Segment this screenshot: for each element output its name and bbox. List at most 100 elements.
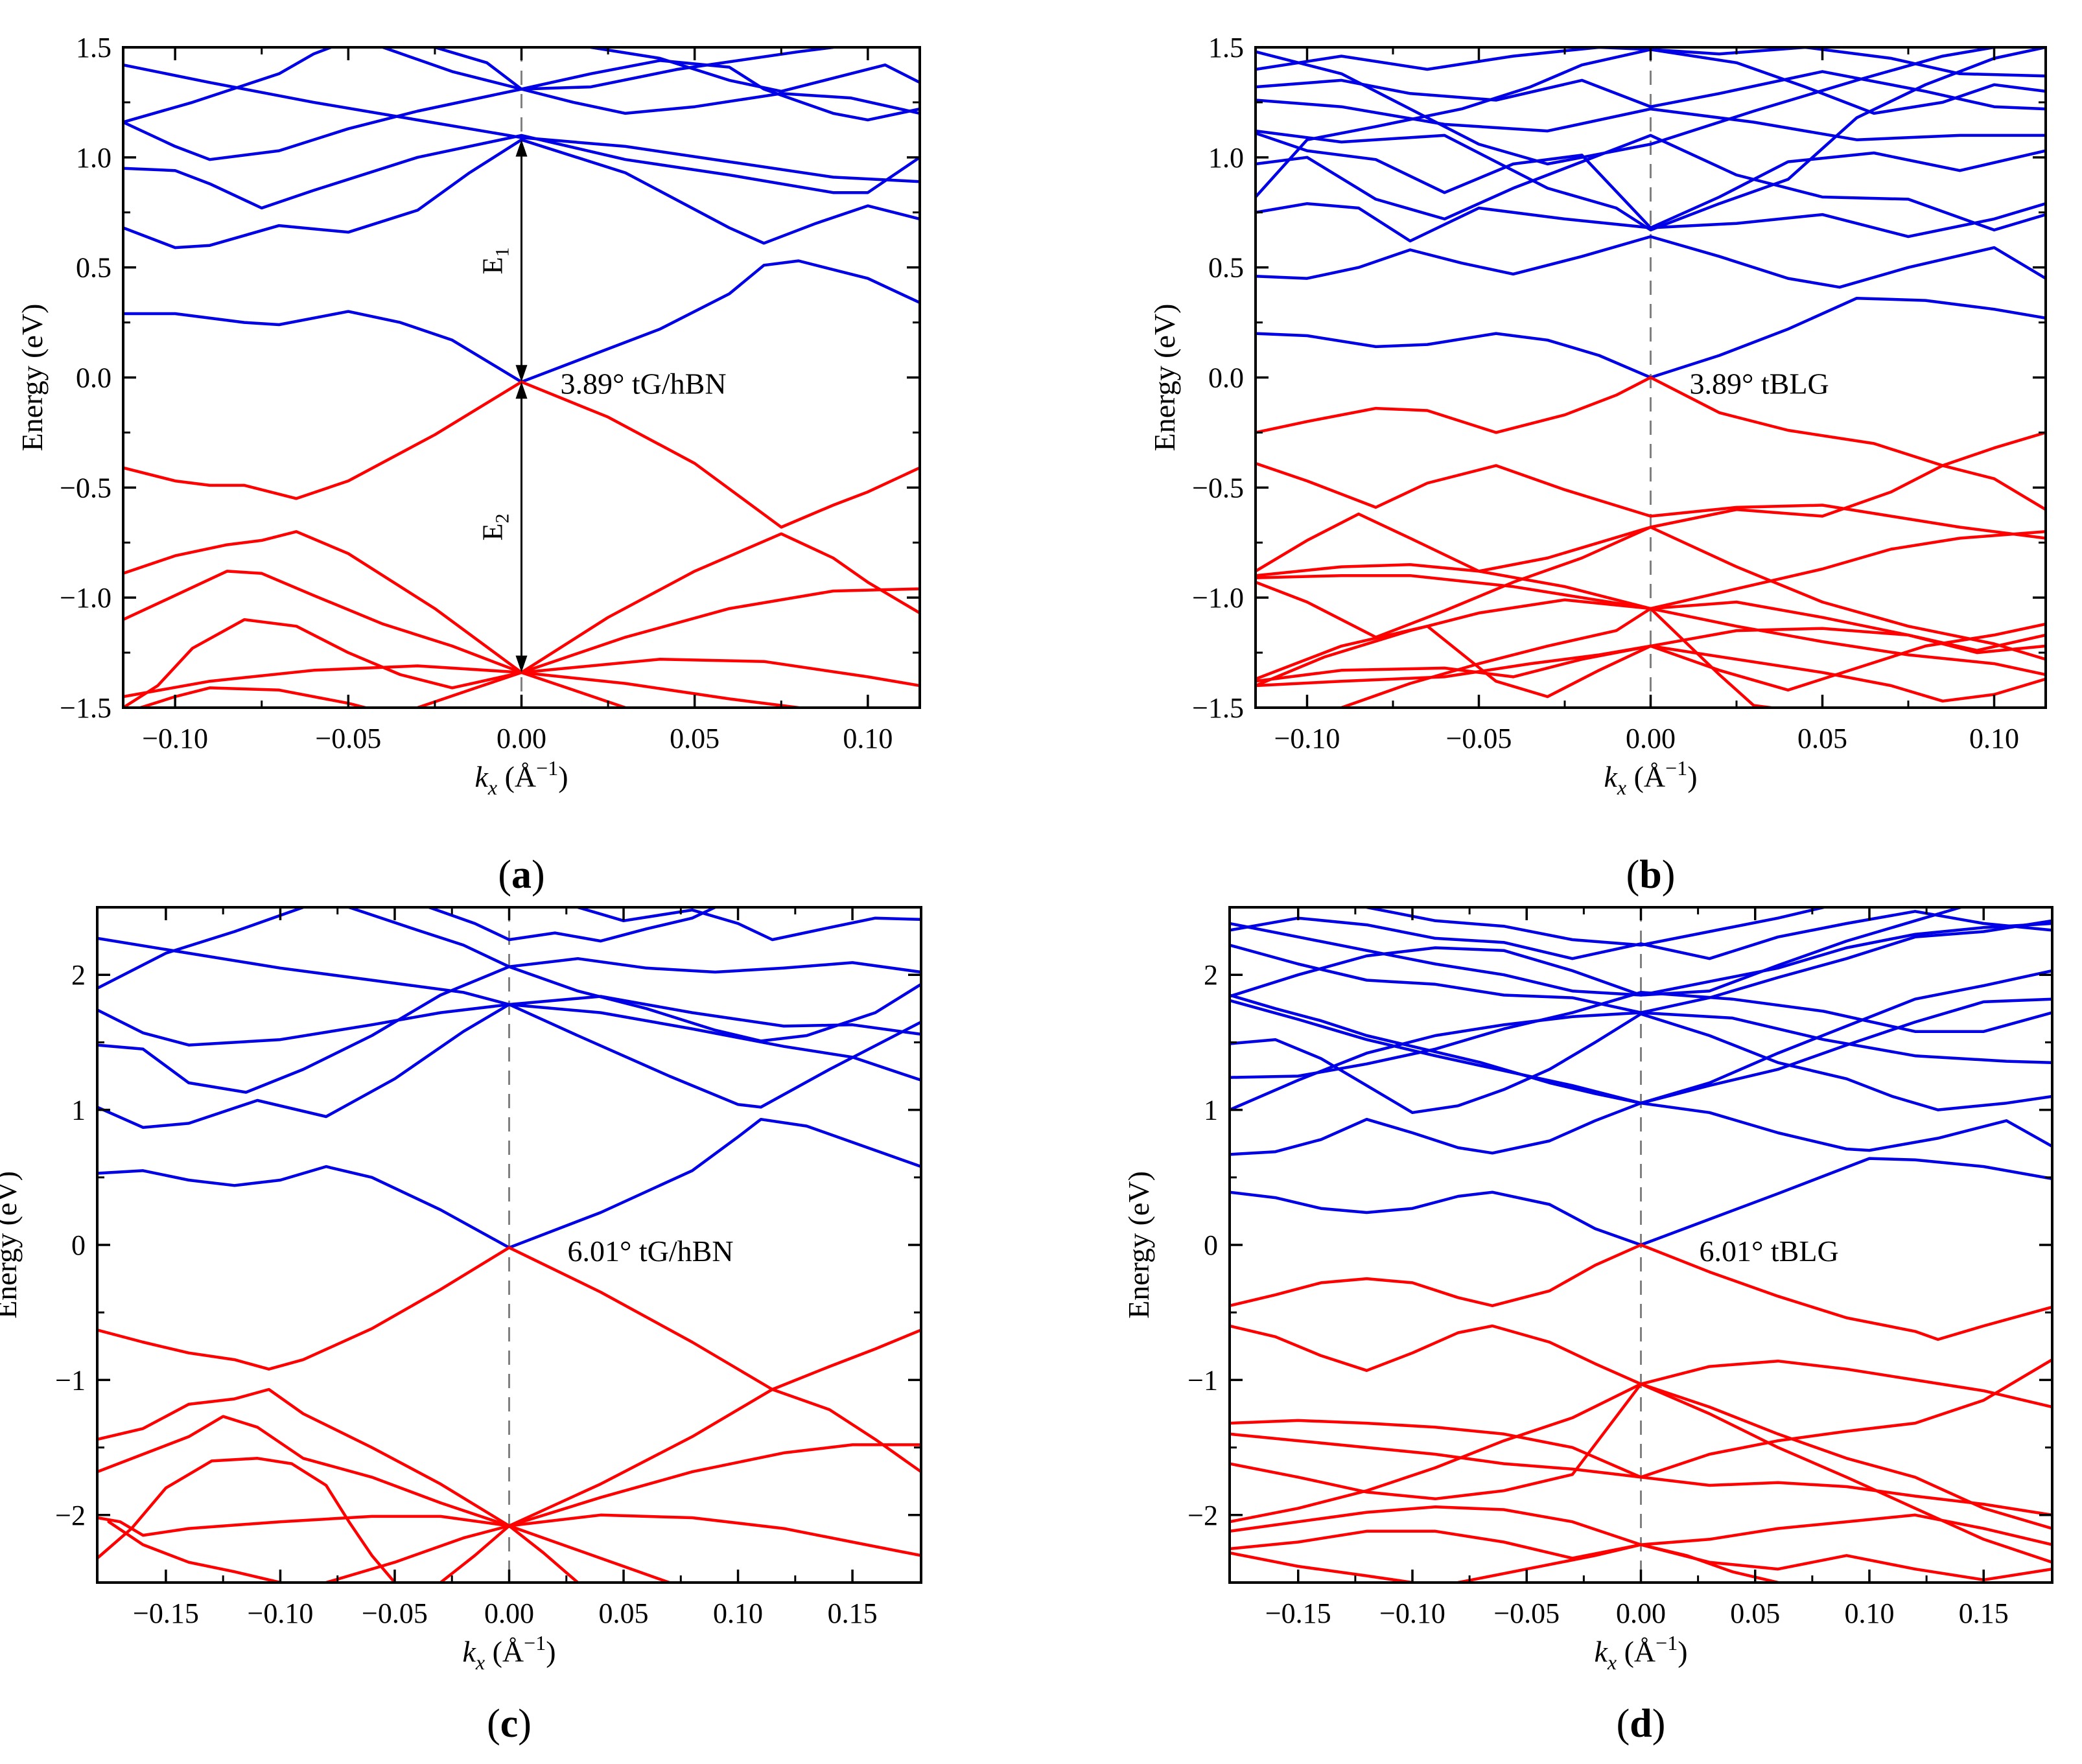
- panel-annotation: 3.89° tG/hBN: [561, 367, 727, 400]
- y-tick-label: −1.0: [60, 582, 111, 614]
- conduction-band-line: [97, 936, 921, 1036]
- conduction-band-line: [1230, 907, 1963, 997]
- valence-band-line: [97, 1415, 921, 1527]
- valence-band-line: [439, 1524, 579, 1583]
- y-axis-label: Energy (eV): [1122, 1171, 1155, 1319]
- valence-band-line: [123, 570, 920, 674]
- y-tick-label: 0.0: [1208, 362, 1244, 394]
- valence-band-line: [107, 1520, 282, 1583]
- panel-b: −0.10 −0.05 0.00 0.05 0.10 −1.5 −1.0 −0.5 0.0 0.5…: [1148, 32, 2047, 897]
- conduction-band-line: [381, 47, 920, 122]
- valence-band-line: [123, 618, 801, 708]
- x-tick-label: 0.00: [497, 723, 546, 754]
- valence-band-line: [97, 1513, 921, 1557]
- x-tick-label: 0.10: [1969, 723, 2019, 754]
- y-tick-label: −0.5: [1192, 472, 1244, 504]
- x-tick-label: 0.10: [713, 1597, 763, 1629]
- x-axis-label: kx (Å−1): [462, 1631, 556, 1674]
- conduction-band-line: [123, 138, 920, 250]
- conduction-band-line: [1256, 235, 2046, 289]
- valence-band-line: [1230, 1432, 2052, 1517]
- conduction-band-line: [1230, 991, 2052, 1079]
- valence-band-line: [97, 1457, 397, 1583]
- valence-band-line: [1230, 1324, 2052, 1409]
- conduction-band-line: [589, 47, 920, 93]
- conduction-band-line: [1256, 47, 1996, 166]
- y-tick-label: 1.0: [76, 142, 111, 174]
- valence-band-line: [1340, 607, 1773, 708]
- x-tick-label: 0.15: [828, 1597, 878, 1629]
- x-axis-label: kx (Å−1): [474, 756, 568, 799]
- y-axis-label: Energy (eV): [0, 1171, 23, 1319]
- conduction-band-line: [1256, 70, 2046, 111]
- conduction-band-line: [576, 907, 921, 942]
- energy-arrow-label: E1: [477, 248, 513, 275]
- valence-band-line: [415, 671, 627, 708]
- valence-band-line: [1230, 1551, 1414, 1583]
- y-tick-label: 0: [1204, 1229, 1218, 1261]
- band-lines: [123, 47, 920, 708]
- valence-band-line: [1256, 526, 2046, 661]
- y-tick-label: −1.5: [60, 692, 111, 724]
- conduction-band-line: [1230, 1101, 2052, 1156]
- y-tick-label: 0.0: [76, 362, 111, 394]
- conduction-band-line: [97, 1003, 921, 1129]
- conduction-band-line: [433, 47, 835, 91]
- valence-band-line: [1256, 461, 2046, 540]
- y-tick-label: 1.5: [76, 32, 111, 64]
- y-axis-label: Energy (eV): [1148, 304, 1181, 452]
- energy-arrow-head: [515, 139, 528, 157]
- valence-band-line: [97, 1387, 921, 1527]
- valence-band-line: [97, 1246, 921, 1391]
- conduction-band-line: [1230, 1157, 2052, 1247]
- x-tick-label: −0.05: [315, 723, 381, 754]
- conduction-band-line: [1256, 133, 2046, 232]
- y-tick-label: 0.5: [1208, 252, 1244, 284]
- y-tick-label: −0.5: [60, 472, 111, 504]
- conduction-band-line: [1230, 969, 2052, 1105]
- panel-label: (a): [498, 853, 544, 897]
- x-tick-label: 0.00: [1626, 723, 1676, 754]
- conduction-band-line: [97, 1117, 921, 1249]
- x-tick-label: 0.05: [1797, 723, 1847, 754]
- panel-d: −0.15 −0.10 −0.05 0.00 0.05 0.10 0.15 −2 −1 0 1 2 kx…: [1122, 906, 2053, 1746]
- y-tick-label: −1.0: [1192, 582, 1244, 614]
- y-tick-label: −1.5: [1192, 692, 1244, 724]
- conduction-band-line: [1256, 296, 2046, 379]
- y-tick-label: −2: [1187, 1500, 1218, 1531]
- panel-label: (c): [487, 1702, 532, 1746]
- y-tick-label: 1: [71, 1095, 86, 1126]
- y-tick-label: 0: [71, 1229, 86, 1261]
- conduction-band-line: [1230, 997, 2052, 1105]
- conduction-band-line: [1230, 1011, 2052, 1111]
- valence-band-line: [1256, 376, 2046, 467]
- x-tick-label: 0.10: [843, 723, 893, 754]
- y-tick-label: 2: [71, 959, 86, 991]
- valence-band-line: [123, 530, 920, 674]
- conduction-band-line: [123, 63, 920, 183]
- y-tick-label: −1: [55, 1364, 86, 1396]
- panel-annotation: 6.01° tG/hBN: [568, 1235, 734, 1268]
- x-tick-label: −0.10: [1379, 1597, 1445, 1629]
- conduction-band-line: [97, 907, 305, 990]
- x-tick-label: −0.10: [142, 723, 208, 754]
- band-lines: [1230, 907, 2052, 1583]
- x-tick-label: 0.05: [599, 1597, 649, 1629]
- x-tick-label: −0.10: [248, 1597, 314, 1629]
- conduction-band-line: [123, 87, 920, 161]
- valence-band-line: [123, 380, 920, 529]
- y-tick-label: 1: [1204, 1095, 1218, 1126]
- conduction-band-line: [1365, 907, 1825, 947]
- panel-c: −0.15 −0.10 −0.05 0.00 0.05 0.10 0.15 −2 −1 0 1 2 kx…: [0, 906, 922, 1746]
- x-tick-label: −0.15: [1265, 1597, 1331, 1629]
- panel-label: (b): [1626, 853, 1676, 897]
- valence-band-line: [1456, 1543, 1780, 1583]
- y-tick-label: 1.5: [1208, 32, 1244, 64]
- x-tick-label: −0.05: [1493, 1597, 1560, 1629]
- x-tick-label: 0.05: [1730, 1597, 1780, 1629]
- x-axis-label: kx (Å−1): [1594, 1631, 1687, 1674]
- band-lines: [1256, 47, 2046, 708]
- x-tick-label: 0.00: [1616, 1597, 1666, 1629]
- conduction-band-line: [97, 1003, 921, 1082]
